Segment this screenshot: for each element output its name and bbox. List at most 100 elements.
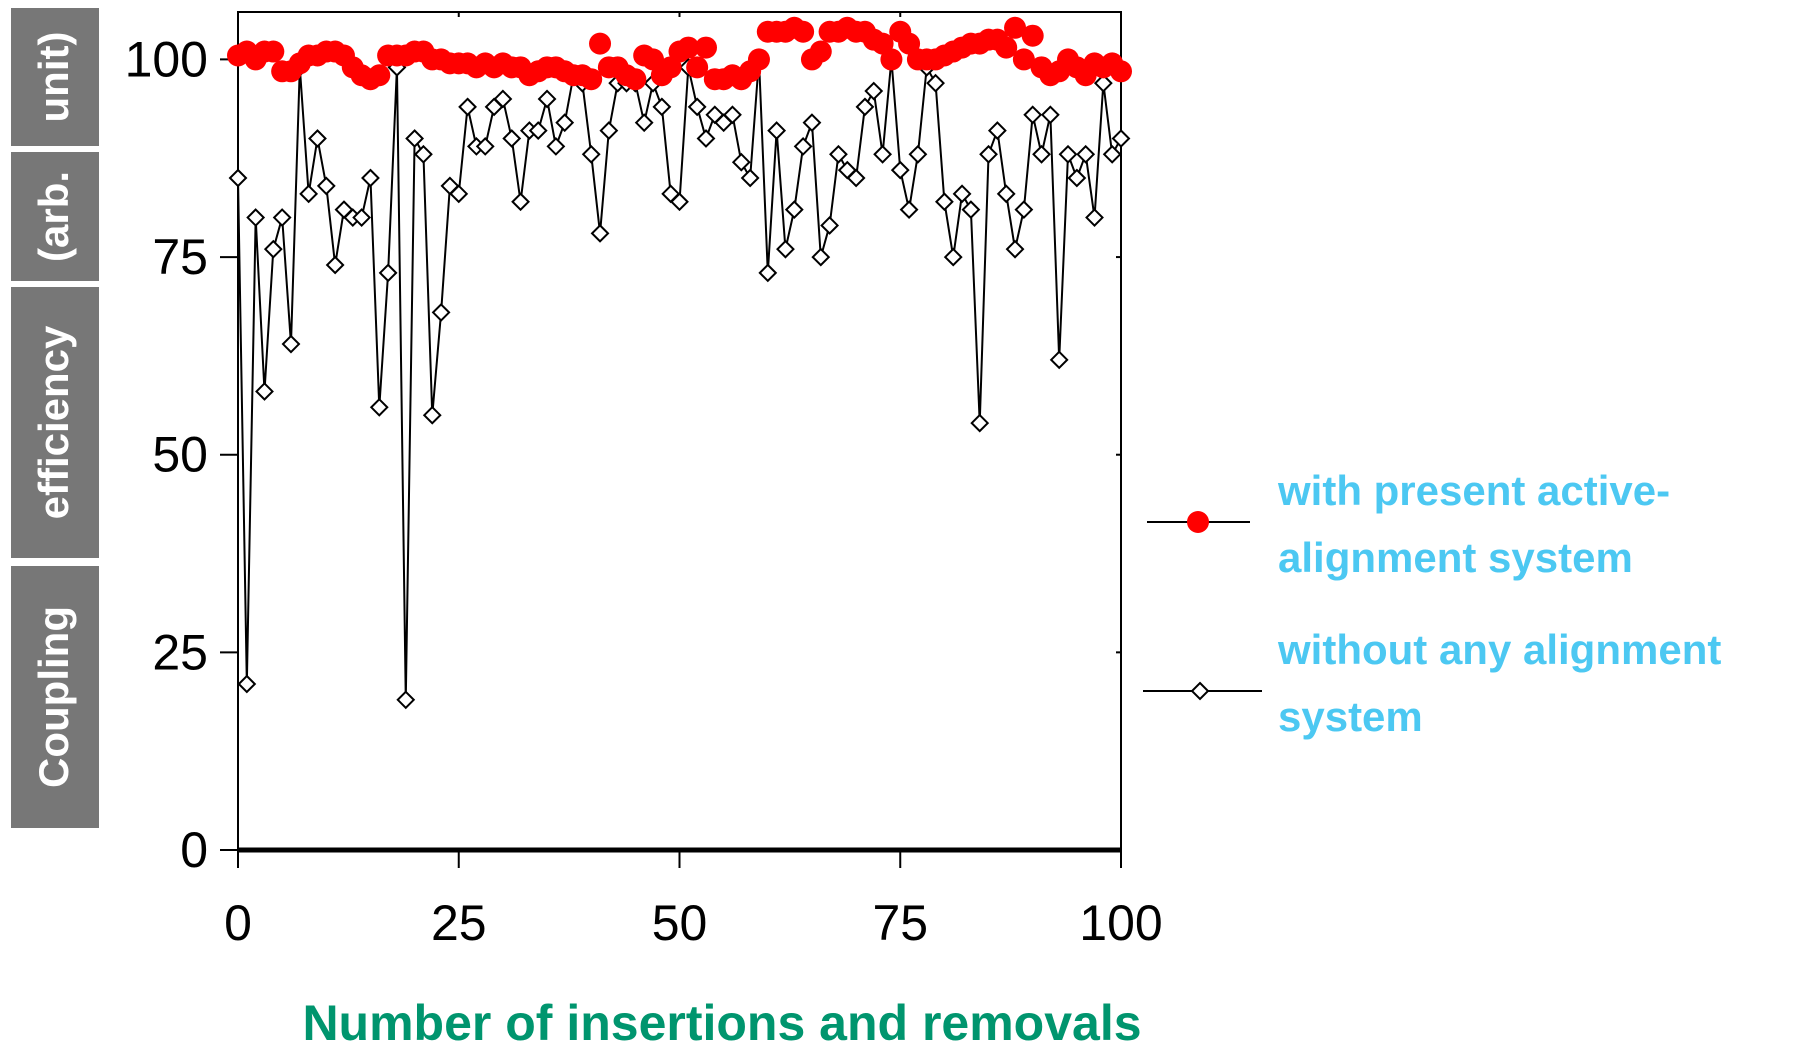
data-point-without <box>299 184 319 204</box>
data-point-without <box>263 239 283 259</box>
data-point-without <box>537 89 557 109</box>
data-point-without <box>308 129 327 148</box>
data-point-with <box>368 64 391 87</box>
axis-ticks: 0 25 50 75 100 0 25 50 75 100 <box>125 12 1163 951</box>
y-label-word: efficiency <box>30 325 77 519</box>
y-label-word: unit) <box>30 32 77 123</box>
y-tick-label: 50 <box>152 427 208 483</box>
data-point-with <box>747 48 770 71</box>
legend-label: alignment system <box>1278 534 1633 581</box>
data-point-without <box>546 136 566 156</box>
y-tick-label: 0 <box>180 822 208 878</box>
data-point-with <box>686 56 709 79</box>
y-label-word: Coupling <box>30 606 77 788</box>
data-point-without <box>475 136 495 156</box>
legend-marker-with <box>1187 511 1209 533</box>
data-point-without <box>352 208 372 227</box>
data-point-without <box>1014 200 1034 220</box>
data-point-without <box>237 674 257 694</box>
data-point-without <box>281 334 301 354</box>
y-label-box <box>11 287 99 558</box>
data-point-without <box>952 184 972 204</box>
y-label-box <box>11 152 99 281</box>
data-point-without <box>934 192 954 212</box>
series-without-alignment <box>228 50 1131 710</box>
data-point-without <box>776 239 795 259</box>
data-point-without <box>493 89 513 109</box>
data-point-with <box>1110 60 1132 83</box>
data-point-with <box>792 20 815 43</box>
data-point-without <box>422 405 442 425</box>
data-point-without <box>396 690 416 710</box>
y-label-box <box>11 566 99 828</box>
plot-area <box>237 11 1122 853</box>
data-point-without <box>890 160 910 180</box>
data-point-without <box>979 144 998 164</box>
x-tick-label: 50 <box>652 895 708 951</box>
data-point-without <box>528 121 548 140</box>
data-point-with <box>580 68 603 91</box>
data-point-without <box>1102 144 1122 164</box>
legend-label: without any alignment <box>1277 626 1721 673</box>
data-point-without <box>899 200 919 220</box>
data-point-with <box>589 32 612 55</box>
data-point-without <box>740 168 760 188</box>
data-point-without <box>846 168 866 188</box>
data-point-with <box>694 36 717 59</box>
data-point-without <box>405 129 425 148</box>
data-point-without <box>652 97 672 117</box>
data-point-without <box>1093 73 1113 93</box>
data-point-without <box>1032 144 1051 164</box>
data-point-with <box>1021 24 1044 47</box>
data-point-with <box>677 36 700 59</box>
data-point-without <box>325 255 345 275</box>
data-point-without <box>758 263 778 283</box>
data-point-without <box>255 382 274 401</box>
data-point-without <box>555 113 575 133</box>
x-tick-label: 75 <box>872 895 928 951</box>
x-tick-label: 25 <box>431 895 487 951</box>
data-point-without <box>926 73 945 93</box>
data-point-without <box>687 97 707 117</box>
y-label-box <box>11 8 99 146</box>
data-point-without <box>864 81 884 101</box>
data-point-without <box>784 200 804 220</box>
data-point-without <box>723 105 742 125</box>
data-point-without <box>696 129 716 148</box>
x-tick-label: 0 <box>224 895 252 951</box>
data-point-without <box>369 397 389 417</box>
data-point-with <box>880 48 903 71</box>
data-point-without <box>590 223 610 243</box>
data-point-without <box>449 184 469 204</box>
data-point-without <box>996 184 1016 204</box>
data-point-without <box>987 121 1007 140</box>
data-point-without <box>502 129 522 148</box>
data-point-with <box>624 68 647 91</box>
data-point-without <box>511 192 530 212</box>
data-point-without <box>1111 129 1131 148</box>
data-point-without <box>767 121 787 140</box>
y-label-word: (arb. <box>30 171 77 262</box>
data-point-without <box>802 113 822 133</box>
data-point-without <box>228 168 248 188</box>
legend-label: system <box>1278 693 1423 740</box>
data-point-without <box>1040 105 1060 125</box>
data-point-without <box>581 144 601 164</box>
y-axis-label: Coupling efficiency (arb. unit) <box>11 8 99 828</box>
data-point-without <box>811 247 831 267</box>
data-point-without <box>1085 208 1104 227</box>
data-point-without <box>414 144 433 164</box>
data-point-without <box>961 200 981 220</box>
data-point-without <box>431 303 451 322</box>
data-point-without <box>1067 168 1087 188</box>
data-point-without <box>908 144 928 164</box>
data-point-without <box>670 192 689 212</box>
data-point-with <box>1012 48 1035 71</box>
data-point-without <box>829 144 848 164</box>
series-with-alignment <box>227 16 1132 91</box>
data-point-without <box>272 208 292 227</box>
data-point-without <box>1005 239 1025 259</box>
data-point-without <box>361 168 380 188</box>
data-point-without <box>793 136 813 156</box>
